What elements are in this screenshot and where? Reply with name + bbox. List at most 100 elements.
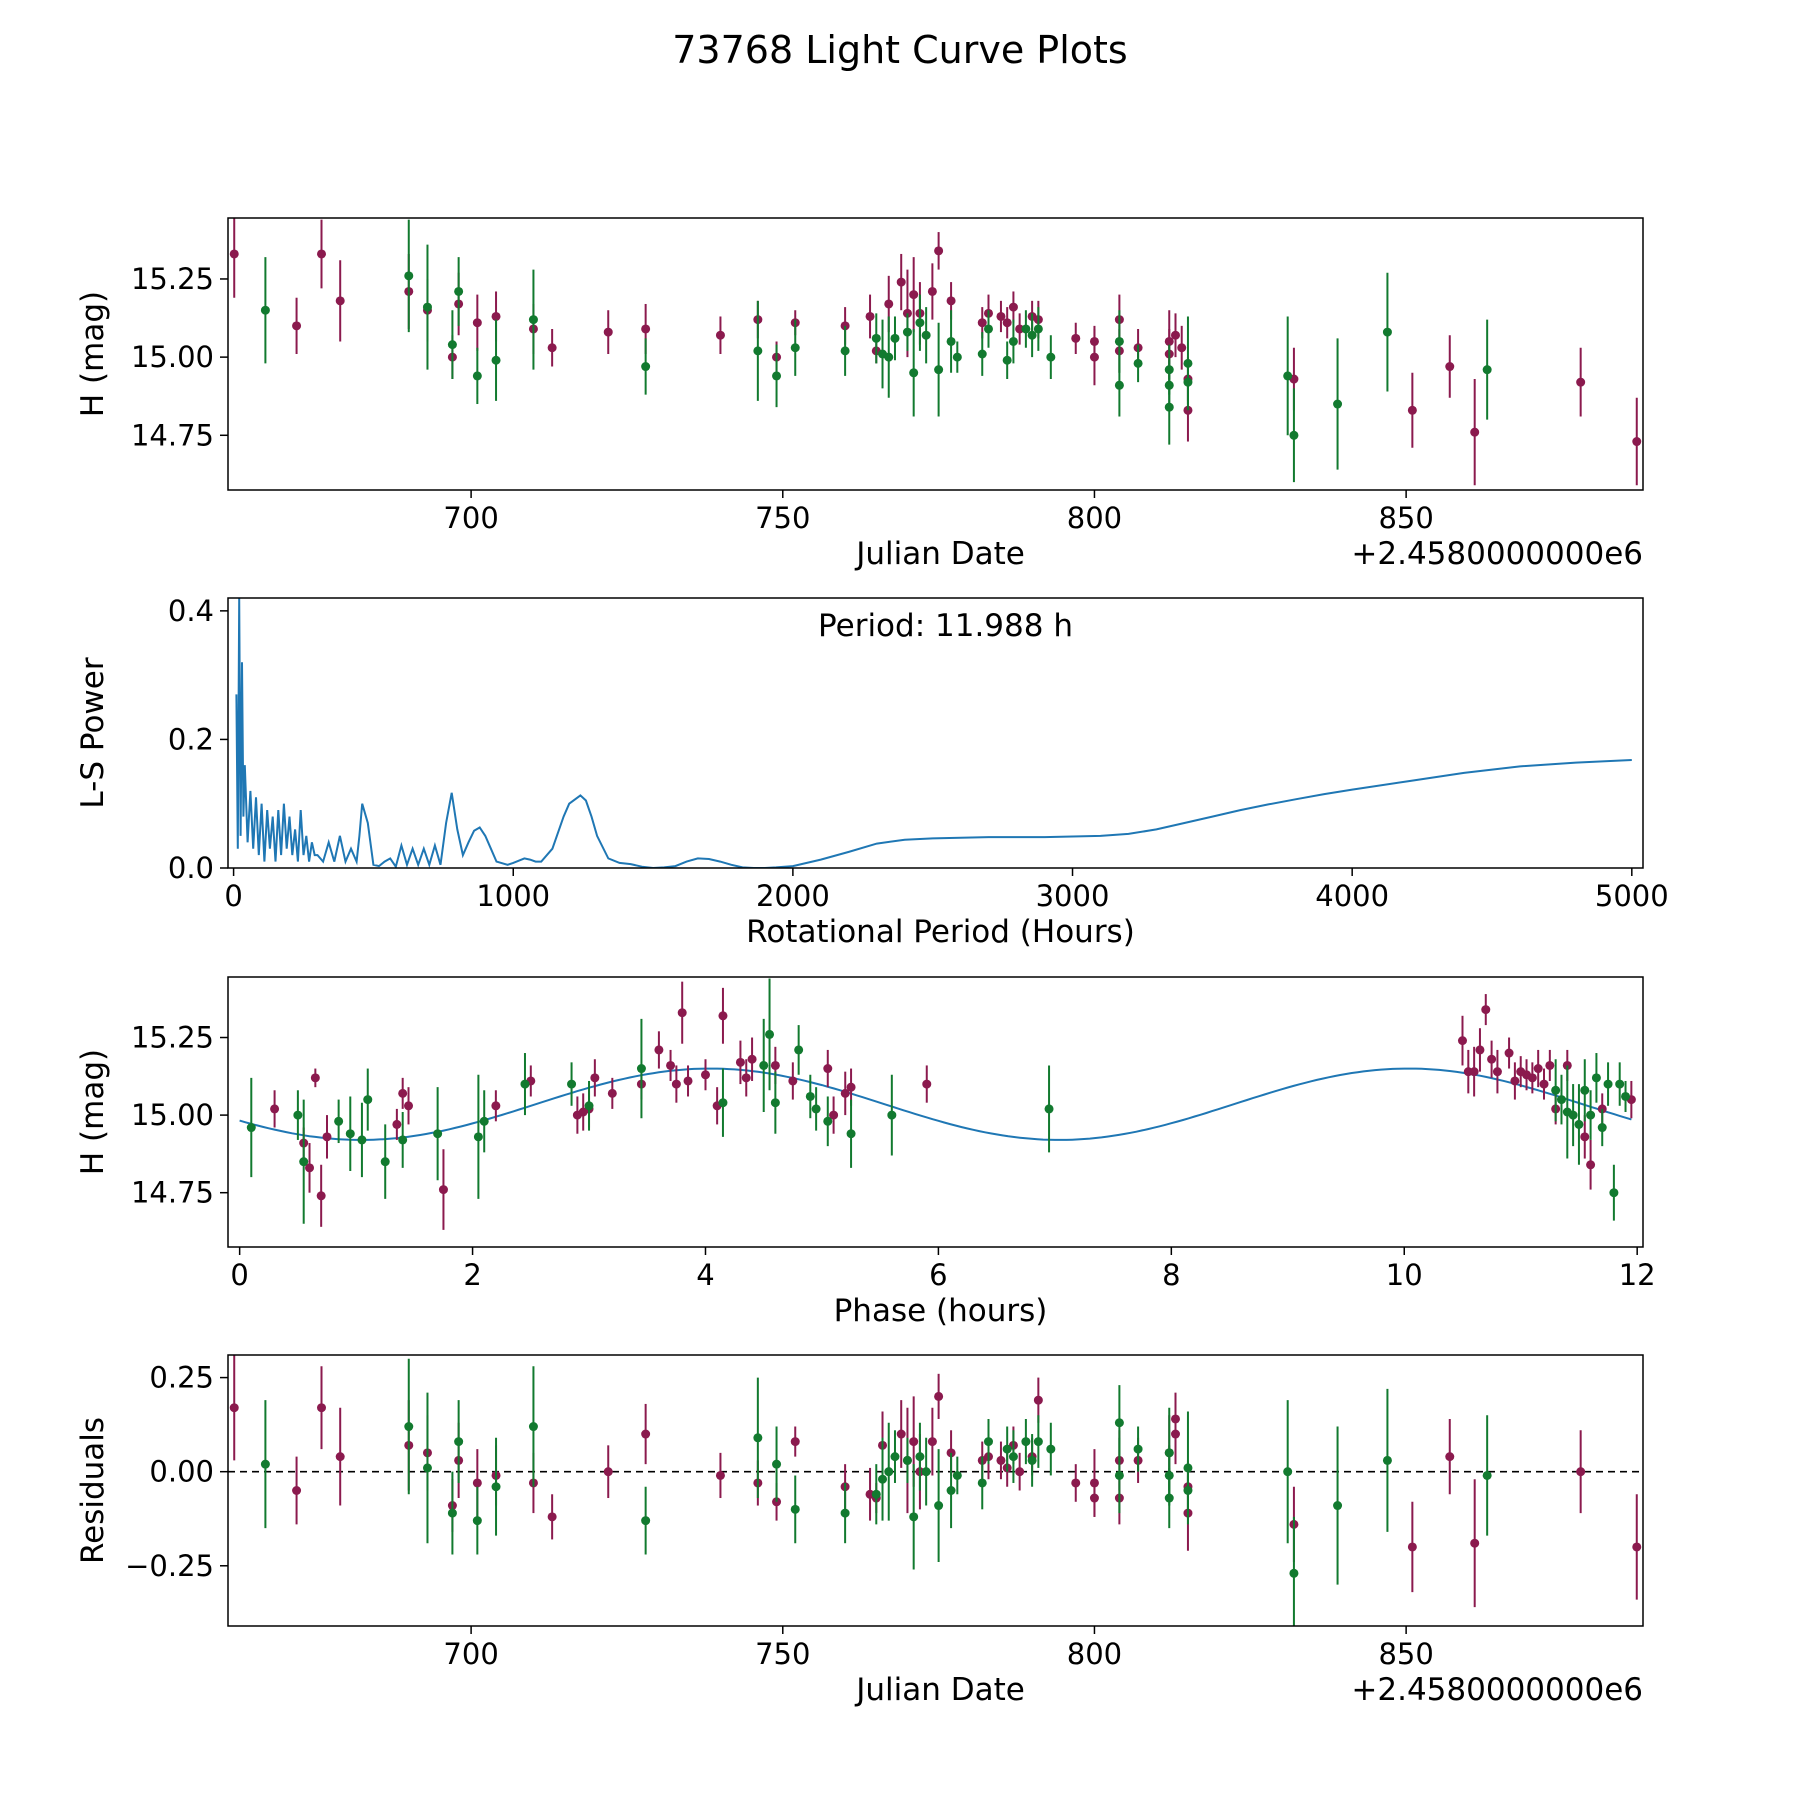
green-data-point xyxy=(584,1101,594,1111)
magenta-data-point xyxy=(1632,1542,1642,1552)
magenta-data-point xyxy=(603,1467,613,1477)
green-data-point xyxy=(363,1095,373,1105)
green-data-point xyxy=(952,1470,962,1480)
magenta-data-point xyxy=(846,1082,856,1092)
magenta-data-point xyxy=(829,1110,839,1120)
magenta-data-point xyxy=(896,277,906,287)
magenta-data-point xyxy=(1008,302,1018,312)
green-data-point xyxy=(1482,365,1492,375)
green-data-point xyxy=(884,1467,894,1477)
magenta-data-point xyxy=(788,1076,798,1086)
magenta-data-point xyxy=(884,299,894,309)
magenta-data-point xyxy=(1170,330,1180,340)
green-data-point xyxy=(1580,1085,1590,1095)
magenta-data-point xyxy=(317,249,327,259)
green-data-point xyxy=(1114,336,1124,346)
x-axis-label: Julian Date xyxy=(854,1672,1025,1708)
green-data-point xyxy=(345,1129,355,1139)
period-annotation: Period: 11.988 h xyxy=(818,608,1073,644)
magenta-data-point xyxy=(1492,1067,1502,1077)
x-tick-label: 800 xyxy=(1067,501,1122,535)
green-data-point xyxy=(1183,1486,1193,1495)
green-data-point xyxy=(1556,1095,1566,1105)
magenta-data-point xyxy=(977,318,987,328)
x-tick-label: 800 xyxy=(1067,1637,1122,1671)
green-data-point xyxy=(1044,1104,1054,1114)
green-data-point xyxy=(1027,1455,1037,1465)
green-data-point xyxy=(1027,330,1037,340)
green-data-point xyxy=(472,1516,482,1526)
green-data-point xyxy=(765,1029,775,1039)
green-data-point xyxy=(454,1437,464,1447)
green-data-point xyxy=(1114,1418,1124,1428)
green-data-point xyxy=(890,333,900,343)
green-data-point xyxy=(840,346,850,356)
green-data-point xyxy=(357,1135,367,1145)
phase-data xyxy=(239,978,1636,1230)
lightcurve-data xyxy=(229,218,1642,486)
magenta-data-point xyxy=(1510,1076,1520,1086)
phase-panel xyxy=(220,976,1644,1255)
green-data-point xyxy=(871,333,881,343)
green-data-point xyxy=(1609,1188,1619,1198)
lightcurve-axes-frame xyxy=(227,217,1644,491)
magenta-data-point xyxy=(590,1073,600,1083)
green-data-point xyxy=(983,1437,993,1447)
green-data-point xyxy=(921,1467,931,1477)
green-data-point xyxy=(794,1045,804,1055)
magenta-data-point xyxy=(823,1064,833,1074)
magenta-data-point xyxy=(934,1391,944,1401)
green-data-point xyxy=(915,1452,925,1462)
magenta-data-point xyxy=(865,311,875,321)
x-tick-label: 4 xyxy=(696,1258,714,1292)
power-series-line xyxy=(235,598,1632,868)
magenta-data-point xyxy=(700,1070,710,1080)
green-data-point xyxy=(1183,377,1193,387)
magenta-data-point xyxy=(715,330,725,340)
green-data-point xyxy=(447,1508,457,1518)
green-data-point xyxy=(846,1129,856,1139)
green-data-point xyxy=(641,362,651,372)
x-tick-label: 3000 xyxy=(1036,879,1110,913)
x-offset-label: +2.4580000000e6 xyxy=(1351,536,1643,572)
green-data-point xyxy=(641,1516,651,1526)
y-tick-label: 0.0 xyxy=(168,851,214,885)
x-tick-label: 5000 xyxy=(1595,879,1669,913)
magenta-data-point xyxy=(735,1057,745,1067)
magenta-data-point xyxy=(404,1101,414,1111)
green-data-point xyxy=(1021,1437,1031,1447)
green-data-point xyxy=(1551,1085,1561,1095)
magenta-data-point xyxy=(229,249,239,259)
green-data-point xyxy=(1002,355,1012,365)
magenta-data-point xyxy=(996,1455,1006,1465)
periodogram-panel xyxy=(220,597,1644,876)
green-data-point xyxy=(1621,1091,1631,1101)
y-tick-label: 0.25 xyxy=(149,1361,214,1395)
magenta-data-point xyxy=(909,290,919,300)
x-tick-label: 6 xyxy=(929,1258,947,1292)
green-data-point xyxy=(246,1123,256,1133)
magenta-data-point xyxy=(641,324,651,334)
magenta-data-point xyxy=(270,1104,280,1114)
magenta-data-point xyxy=(317,1403,327,1413)
magenta-data-point xyxy=(747,1054,757,1064)
x-axis-label: Rotational Period (Hours) xyxy=(746,914,1135,950)
x-tick-label: 4000 xyxy=(1315,879,1389,913)
green-data-point xyxy=(1164,402,1174,412)
green-data-point xyxy=(1114,1470,1124,1480)
residuals-panel xyxy=(220,1354,1644,1634)
green-data-point xyxy=(770,1098,780,1108)
magenta-data-point xyxy=(1469,1067,1479,1077)
magenta-data-point xyxy=(677,1008,687,1018)
y-tick-label: 14.75 xyxy=(131,418,214,452)
green-data-point xyxy=(946,1486,956,1495)
magenta-data-point xyxy=(1576,1467,1586,1477)
green-data-point xyxy=(887,1110,897,1120)
magenta-data-point xyxy=(927,1437,937,1447)
x-tick-label: 0 xyxy=(230,1258,248,1292)
green-data-point xyxy=(293,1110,303,1120)
magenta-data-point xyxy=(1089,336,1099,346)
magenta-data-point xyxy=(305,1163,315,1173)
magenta-data-point xyxy=(335,1452,345,1462)
residuals-axes-frame xyxy=(227,1354,1644,1627)
